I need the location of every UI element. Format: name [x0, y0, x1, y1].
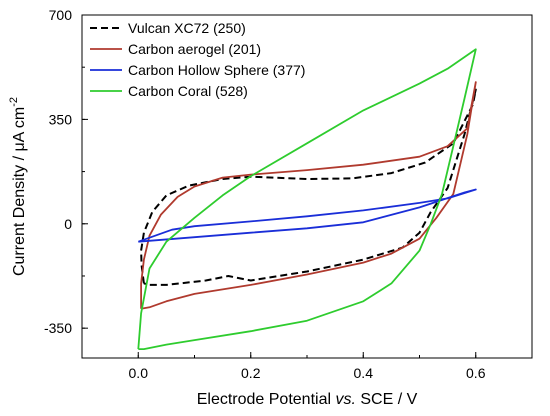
y-axis-title-mu: μ: [11, 142, 28, 151]
y-tick-label: 700: [49, 7, 73, 23]
x-tick-label: 0.4: [354, 365, 374, 381]
x-axis-title-post: SCE / V: [356, 391, 418, 408]
series-line-4: [137, 48, 477, 351]
x-axis-title-pre: Electrode Potential: [197, 391, 336, 408]
legend-label: Carbon Hollow Sphere (377): [128, 62, 305, 78]
x-axis-title-italic: vs.: [335, 391, 355, 408]
y-axis-title-sup: -2: [8, 97, 20, 107]
x-tick-label: 0.0: [129, 365, 149, 381]
y-tick-label: 350: [49, 111, 73, 127]
legend-label: Carbon aerogel (201): [128, 41, 261, 57]
series-line-1: [140, 88, 477, 286]
series-lines: [137, 48, 477, 351]
y-tick-label: -350: [44, 320, 72, 336]
legend-label: Carbon Coral (528): [128, 83, 248, 99]
y-axis-title: Current Density / μA cm-2: [8, 97, 28, 276]
x-axis-title: Electrode Potential vs. SCE / V: [197, 391, 418, 408]
series-line-3: [137, 188, 477, 243]
y-tick-label: 0: [64, 216, 72, 232]
x-axis: 0.0 0.2 0.4 0.6: [81, 352, 533, 381]
y-axis: -350 0 350 700: [44, 7, 88, 336]
x-tick-label: 0.6: [466, 365, 486, 381]
y-axis-title-pre: Current Density /: [11, 152, 28, 276]
series-line-2: [140, 81, 477, 310]
legend-label: Vulcan XC72 (250): [128, 20, 246, 36]
y-axis-title-post: A cm: [11, 107, 28, 143]
x-tick-label: 0.2: [241, 365, 261, 381]
legend: Vulcan XC72 (250) Carbon aerogel (201) Car…: [90, 20, 305, 99]
